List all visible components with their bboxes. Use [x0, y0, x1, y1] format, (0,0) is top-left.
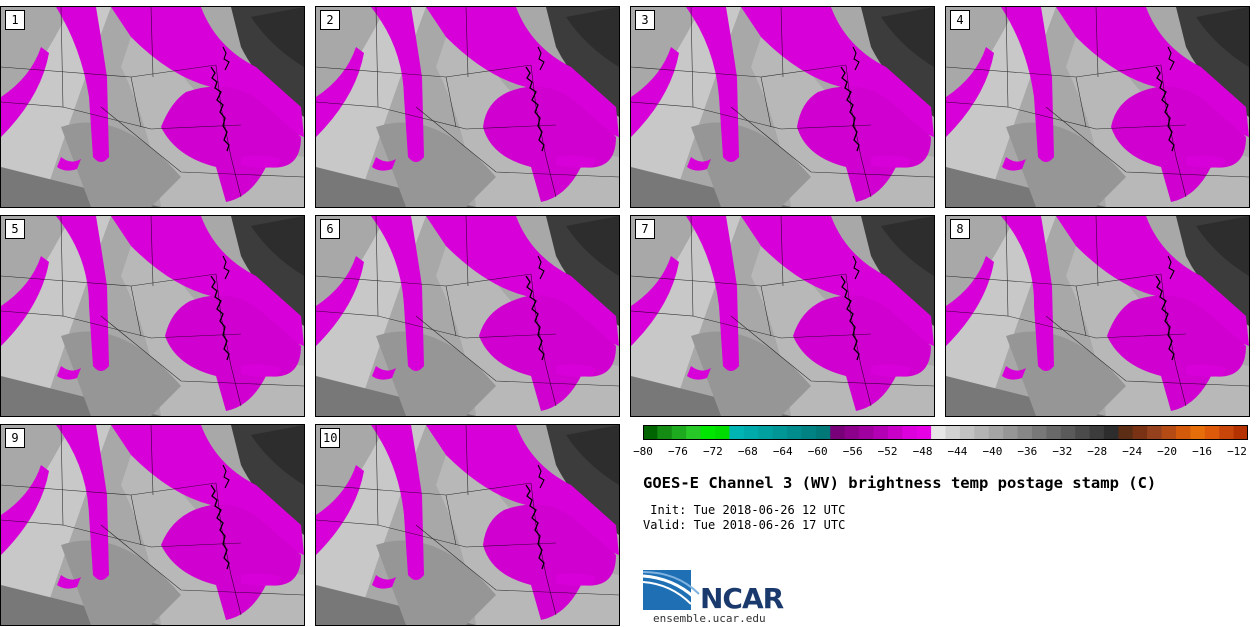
wv-map — [1, 425, 304, 625]
stamp-panel-10: 10 — [315, 424, 620, 626]
stamp-panel-1: 1 — [0, 6, 305, 208]
ncar-logo-icon — [643, 570, 700, 610]
colorbar-swatch — [873, 425, 889, 440]
stamp-panel-2: 2 — [315, 6, 620, 208]
colorbar-border — [643, 425, 1248, 440]
colorbar-tick-label: −56 — [842, 445, 863, 458]
colorbar-swatch — [686, 425, 702, 440]
colorbar-swatch — [1003, 425, 1019, 440]
colorbar-swatch — [1118, 425, 1134, 440]
colorbar-swatch — [743, 425, 759, 440]
colorbar-swatch — [1175, 425, 1191, 440]
colorbar-swatch — [715, 425, 730, 440]
colorbar-tick-label: −36 — [1017, 445, 1038, 458]
colorbar-tick-label: −12 — [1227, 445, 1247, 458]
colorbar-tick-label: −16 — [1192, 445, 1212, 458]
colorbar-swatch — [801, 425, 817, 440]
colorbar-swatch — [671, 425, 687, 440]
colorbar-swatch — [931, 425, 946, 440]
plot-title: GOES-E Channel 3 (WV) brightness temp po… — [643, 474, 1157, 492]
colorbar-tick-label: −80 — [633, 445, 653, 458]
colorbar-swatch — [916, 425, 932, 440]
colorbar-swatch — [1089, 425, 1105, 440]
wv-map — [946, 7, 1249, 207]
colorbar-swatch — [1233, 425, 1248, 440]
colorbar-swatch — [1204, 425, 1220, 440]
colorbar-swatch — [758, 425, 774, 440]
colorbar-swatch — [1103, 425, 1119, 440]
panel-number: 4 — [950, 10, 970, 30]
panel-number: 1 — [5, 10, 25, 30]
colorbar-tick-label: −72 — [702, 445, 723, 458]
colorbar-tick-label: −68 — [737, 445, 758, 458]
colorbar-swatch — [902, 425, 918, 440]
colorbar-tick-label: −20 — [1157, 445, 1178, 458]
wv-map — [1, 7, 304, 207]
colorbar-swatch — [945, 425, 961, 440]
wv-map — [631, 216, 934, 416]
stamp-panel-5: 5 — [0, 215, 305, 417]
wv-map — [1, 216, 304, 416]
colorbar-tick-label: −60 — [807, 445, 828, 458]
colorbar-swatch — [1031, 425, 1047, 440]
colorbar-tick-label: −28 — [1087, 445, 1108, 458]
panel-number: 2 — [320, 10, 340, 30]
init-time: Init: Tue 2018-06-26 12 UTC — [643, 503, 846, 517]
colorbar-swatch — [1060, 425, 1076, 440]
panel-number: 6 — [320, 219, 340, 239]
stamp-panel-8: 8 — [945, 215, 1250, 417]
colorbar-swatch — [988, 425, 1004, 440]
stamp-panel-7: 7 — [630, 215, 935, 417]
colorbar-swatch — [1046, 425, 1062, 440]
colorbar-swatch — [815, 425, 831, 440]
colorbar-tick-labels: −80 −76 −72 −68 −64 −60 −56 −52 −48 −44 −40 −36 −32 −… — [633, 445, 1258, 459]
colorbar-swatch — [859, 425, 874, 440]
colorbar-swatch — [1075, 425, 1091, 440]
colorbar-tick-label: −44 — [947, 445, 968, 458]
colorbar-tick-label: −32 — [1052, 445, 1073, 458]
panel-number: 5 — [5, 219, 25, 239]
colorbar-swatch — [974, 425, 990, 440]
ncar-wordmark: NCAR — [700, 582, 784, 615]
panel-number: 8 — [950, 219, 970, 239]
colorbar-swatch — [772, 425, 788, 440]
colorbar-tick-label: −48 — [912, 445, 933, 458]
colorbar-swatch — [643, 425, 658, 440]
colorbar-swatch — [1219, 425, 1235, 440]
colorbar-swatch — [830, 425, 846, 440]
colorbar-swatch — [729, 425, 745, 440]
colorbar-swatch — [1190, 425, 1206, 440]
colorbar-tick-label: −64 — [772, 445, 793, 458]
stamp-panel-9: 9 — [0, 424, 305, 626]
panel-number: 7 — [635, 219, 655, 239]
valid-time: Valid: Tue 2018-06-26 17 UTC — [643, 518, 846, 532]
colorbar-swatch — [657, 425, 673, 440]
colorbar-swatch — [1132, 425, 1148, 440]
colorbar-swatch — [887, 425, 903, 440]
stamp-panel-3: 3 — [630, 6, 935, 208]
colorbar-swatch — [700, 425, 716, 440]
wv-map — [316, 7, 619, 207]
panel-number: 3 — [635, 10, 655, 30]
logo-url: ensemble.ucar.edu — [653, 612, 766, 625]
colorbar-tick-label: −24 — [1122, 445, 1143, 458]
wv-map — [631, 7, 934, 207]
colorbar-swatch — [844, 425, 860, 440]
wv-map — [946, 216, 1249, 416]
colorbar-tick-label: −76 — [668, 445, 688, 458]
panel-number: 9 — [5, 428, 25, 448]
colorbar-tick-label: −52 — [877, 445, 898, 458]
colorbar-swatch — [959, 425, 975, 440]
colorbar-swatch — [1017, 425, 1033, 440]
wv-map — [316, 216, 619, 416]
stamp-panel-4: 4 — [945, 6, 1250, 208]
colorbar — [643, 425, 1248, 440]
panel-number: 10 — [320, 428, 341, 448]
colorbar-swatch — [1161, 425, 1177, 440]
colorbar-tick-label: −40 — [982, 445, 1003, 458]
wv-map — [316, 425, 619, 625]
colorbar-swatch — [787, 425, 802, 440]
colorbar-swatch — [1147, 425, 1163, 440]
stamp-panel-6: 6 — [315, 215, 620, 417]
